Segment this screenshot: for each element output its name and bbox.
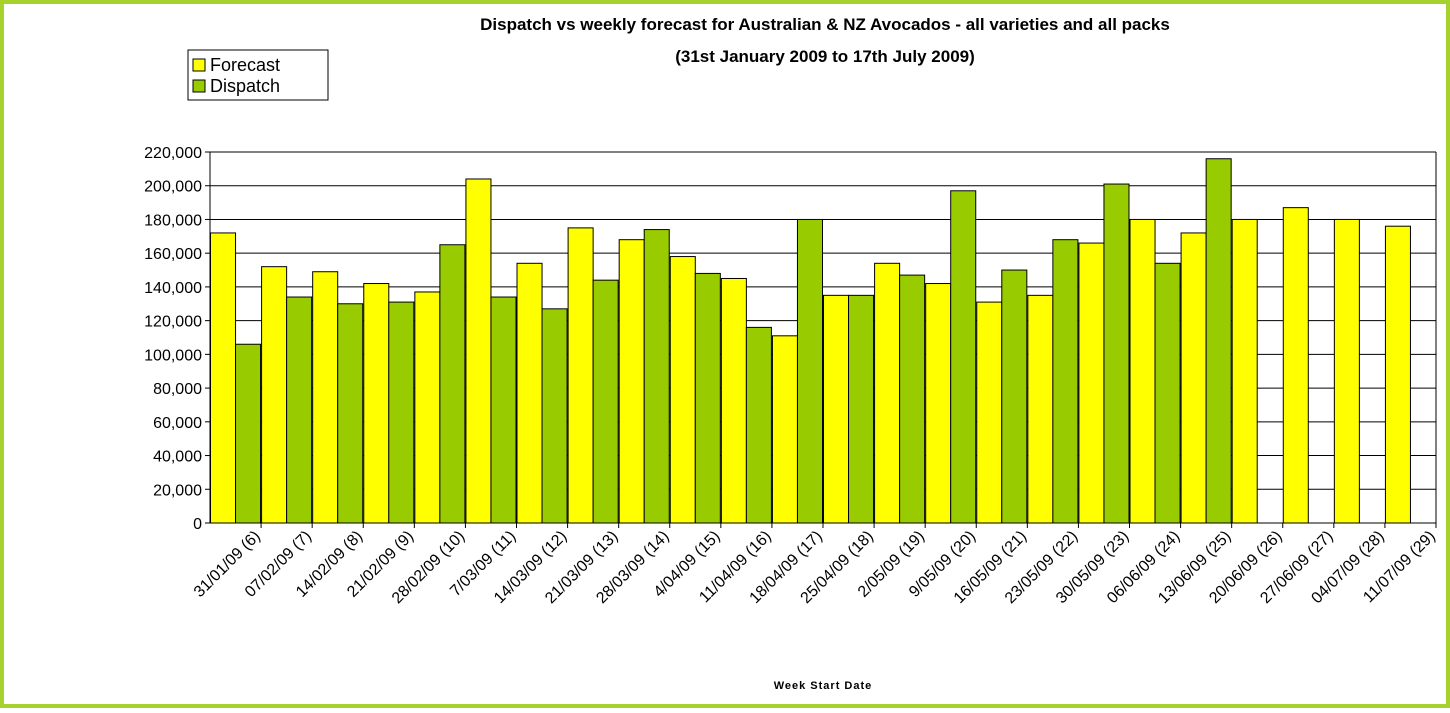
bar	[874, 262, 901, 524]
legend-swatch	[192, 58, 206, 72]
bar	[1001, 269, 1028, 524]
bar	[567, 227, 594, 524]
bar	[1333, 218, 1360, 524]
bar	[210, 232, 237, 524]
bar	[1231, 218, 1258, 524]
bar	[490, 296, 517, 524]
bar	[745, 326, 772, 524]
bar	[465, 178, 492, 524]
y-tick-label: 120,000	[144, 314, 202, 331]
bar	[439, 244, 466, 524]
x-axis-title: Week Start Date	[774, 680, 873, 692]
bar	[1103, 183, 1130, 524]
bar	[1205, 158, 1232, 524]
y-tick-label: 100,000	[144, 347, 202, 364]
bar	[720, 277, 747, 524]
bar	[363, 283, 390, 524]
y-tick-label: 220,000	[144, 145, 202, 162]
y-tick-label: 160,000	[144, 246, 202, 263]
bar	[592, 279, 619, 524]
legend-swatch	[192, 79, 206, 93]
legend-label: Dispatch	[210, 76, 280, 96]
bar	[1180, 232, 1207, 524]
y-tick-label: 40,000	[153, 449, 202, 466]
bar	[771, 335, 798, 524]
bar	[261, 266, 288, 524]
bar	[694, 272, 721, 524]
bar	[516, 262, 543, 524]
bar	[1027, 294, 1054, 524]
bar	[1129, 218, 1156, 524]
bar	[1052, 239, 1079, 524]
legend-box	[187, 49, 329, 101]
bar	[925, 283, 952, 524]
y-tick-label: 60,000	[153, 415, 202, 432]
bar	[337, 303, 364, 524]
bar	[669, 256, 696, 524]
y-tick-label: 200,000	[144, 179, 202, 196]
bar	[312, 271, 339, 524]
bar	[976, 301, 1003, 524]
bar	[1384, 225, 1411, 524]
y-tick-label: 80,000	[153, 381, 202, 398]
bar	[950, 190, 977, 524]
bar	[1282, 207, 1309, 524]
legend-label: Forecast	[210, 55, 280, 75]
y-tick-label: 140,000	[144, 280, 202, 297]
y-tick-label: 180,000	[144, 212, 202, 229]
chart-subtitle: (31st January 2009 to 17th July 2009)	[675, 47, 975, 66]
bar	[541, 308, 568, 524]
y-tick-label: 0	[193, 516, 202, 533]
bar	[1078, 242, 1105, 524]
chart-title: Dispatch vs weekly forecast for Australi…	[480, 15, 1170, 34]
bar	[848, 294, 875, 524]
bar	[899, 274, 926, 524]
bar	[823, 294, 850, 524]
bar	[796, 218, 823, 524]
y-tick-label: 20,000	[153, 482, 202, 499]
bar	[618, 239, 645, 524]
bar	[1154, 262, 1181, 524]
bar	[235, 343, 262, 524]
bar	[414, 291, 441, 524]
bar	[643, 229, 670, 524]
bar	[388, 301, 415, 524]
bar	[286, 296, 313, 524]
